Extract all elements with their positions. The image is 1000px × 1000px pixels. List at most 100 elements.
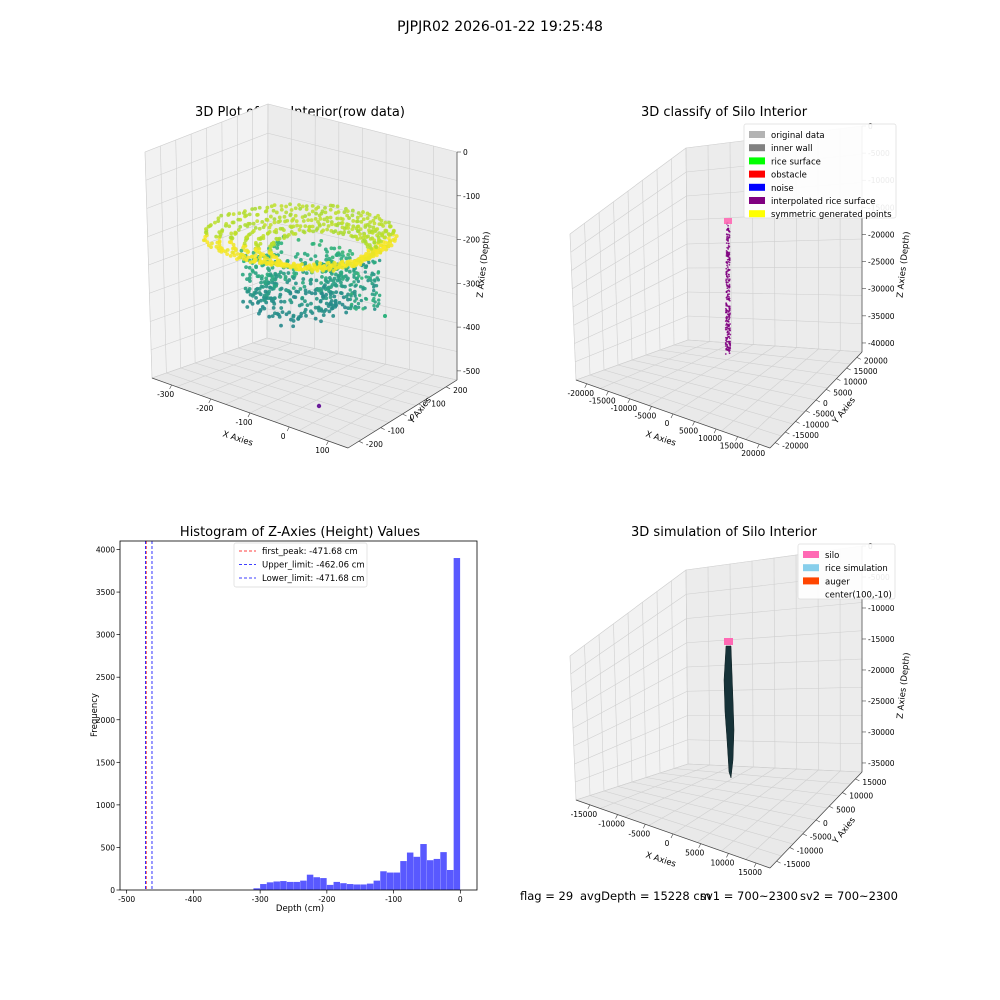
ring-point (332, 260, 337, 265)
legend-label: symmetric generated points (771, 210, 892, 220)
ring-point (375, 227, 380, 231)
x-tick-label: 20000 (741, 449, 765, 458)
bowl-point (307, 290, 312, 294)
column-point (727, 240, 730, 242)
bowl-point (315, 287, 320, 291)
floor-grid (323, 374, 434, 440)
panel-2-3d-axes-box: -20000-15000-10000-500005000100001500020… (567, 122, 894, 458)
floor-grid (659, 772, 840, 797)
column-point (727, 258, 730, 261)
y-tick-label: 1500 (96, 758, 115, 767)
floor-grid (209, 357, 403, 415)
bowl-point (298, 287, 303, 291)
ring-point (293, 232, 298, 236)
y-tick (805, 410, 810, 413)
bowl-point (345, 278, 350, 282)
bowl-point (335, 253, 340, 258)
side-point (373, 300, 377, 304)
column-point (727, 327, 730, 330)
y-tick (358, 440, 364, 444)
column-point (728, 337, 731, 340)
histogram-axes: -500 -400 -300 -200 -100 0 0 500 1000 1500 2000 250… (96, 540, 478, 904)
y-tick (836, 378, 841, 381)
bowl-point (279, 241, 284, 246)
back-grid (686, 630, 863, 644)
bowl-point (320, 291, 324, 296)
ring-point (345, 209, 350, 214)
bowl-point (346, 252, 351, 257)
column-point (726, 345, 729, 347)
bowl-point (291, 319, 296, 323)
ring-point (274, 210, 279, 215)
ring-point (361, 210, 365, 214)
z-tick-label: -100 (463, 192, 480, 201)
histogram-bar (280, 881, 287, 890)
column-point (728, 275, 731, 278)
side-point (372, 261, 376, 265)
ring-point (359, 213, 363, 218)
column-point (725, 278, 728, 281)
bowl-point (304, 313, 308, 318)
y-tick-label: -5000 (810, 833, 832, 842)
x-tick-label: 5000 (679, 427, 698, 436)
ring-point (272, 203, 277, 208)
left-grid (569, 147, 687, 235)
left-grid (570, 594, 687, 675)
side-point (364, 264, 369, 268)
back-grid (795, 554, 798, 770)
column-point (725, 311, 727, 314)
x-tick-label: 0 (281, 432, 286, 441)
ring-point (297, 267, 302, 272)
panel-3-title: Histogram of Z-Axies (Height) Values (180, 525, 420, 540)
x-tick-label: -300 (157, 390, 174, 399)
bowl-point (254, 295, 258, 300)
ring-point (209, 223, 213, 227)
column-point (725, 279, 727, 282)
x-tick-label: -300 (252, 895, 269, 904)
bowl-point (313, 254, 318, 259)
bowl-point (265, 293, 269, 297)
column-point (726, 236, 728, 239)
bowl-point (347, 256, 352, 260)
ring-point (351, 224, 356, 229)
bowl-point (247, 265, 252, 270)
panel-2-points (724, 218, 732, 355)
bowl-point (296, 316, 300, 321)
ring-point (303, 214, 308, 218)
ring-point (361, 217, 366, 222)
legend-label: noise (771, 184, 794, 194)
ring-point (248, 260, 253, 265)
bowl-point (309, 301, 313, 306)
ring-point (236, 228, 241, 232)
y-tick (789, 847, 794, 850)
ring-point (355, 237, 360, 242)
ring-point (347, 261, 352, 266)
ring-point (321, 228, 326, 233)
y-tick-label: 15000 (854, 367, 878, 376)
y-tick (826, 389, 831, 392)
bowl-point (332, 246, 337, 251)
bowl-point (270, 265, 275, 270)
ring-point (264, 209, 269, 213)
ring-point (350, 208, 355, 213)
ring-point (228, 235, 233, 240)
column-point (726, 235, 729, 238)
column-point (726, 266, 729, 268)
column-point (726, 334, 729, 336)
bowl-point (274, 283, 279, 288)
footer-flag: flag = 29 (520, 889, 573, 903)
ring-point (315, 226, 320, 231)
column-point (725, 322, 728, 325)
side-point (354, 277, 359, 281)
y-tick-label: 200 (453, 386, 468, 395)
x-tick-label: -400 (185, 895, 202, 904)
back-grid (686, 238, 863, 245)
y-tick (842, 792, 847, 795)
column-point (726, 264, 728, 267)
x-tick-label: -200 (318, 895, 335, 904)
x-tick (584, 383, 588, 388)
side-point (370, 292, 375, 296)
ring-point (328, 207, 333, 212)
column-point (728, 290, 731, 293)
panel-1-points (201, 202, 399, 409)
